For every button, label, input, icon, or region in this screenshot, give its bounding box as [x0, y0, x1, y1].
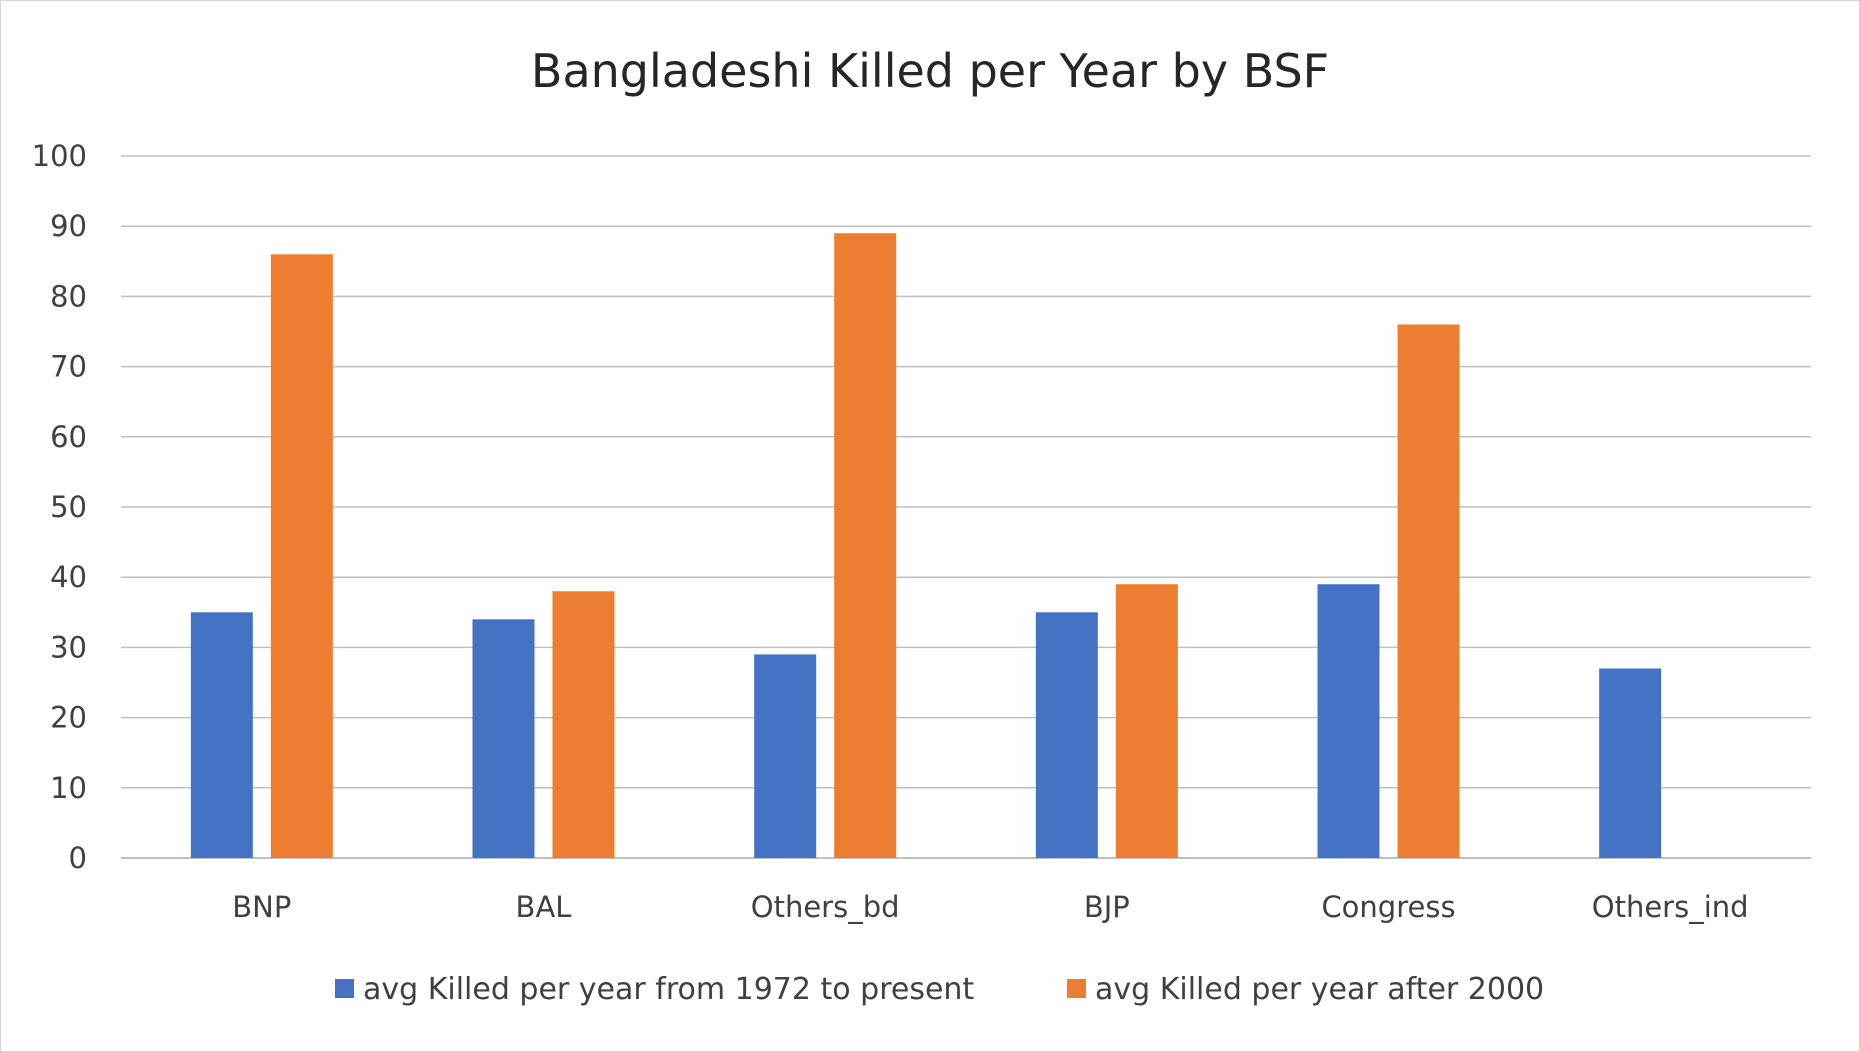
bar-bnp-series-1 — [190, 612, 253, 858]
x-tick-label: Congress — [1321, 890, 1455, 924]
bar-bal-series-1 — [472, 619, 535, 858]
legend-item: avg Killed per year after 2000 — [1067, 972, 1544, 1007]
bars — [190, 233, 1662, 859]
x-tick-label: BAL — [516, 890, 572, 924]
bar-others-bd-series-2 — [834, 233, 897, 859]
bar-bjp-series-1 — [1035, 612, 1098, 858]
x-tick-label: BJP — [1084, 890, 1130, 924]
bar-bjp-series-2 — [1115, 584, 1178, 858]
x-axis-ticks: BNP BAL Others_bd BJP Congress Others_ind — [232, 890, 1748, 924]
bar-congress-series-1 — [1317, 584, 1380, 858]
x-tick-label: Others_ind — [1592, 890, 1749, 924]
y-tick-label: 60 — [50, 420, 87, 454]
legend: avg Killed per year from 1972 to present… — [335, 972, 1544, 1007]
y-tick-label: 0 — [69, 841, 87, 875]
x-tick-label: BNP — [232, 890, 291, 924]
gridlines — [121, 155, 1811, 859]
y-tick-label: 90 — [50, 209, 87, 243]
legend-swatch — [1067, 979, 1086, 998]
y-tick-label: 100 — [32, 139, 87, 173]
y-tick-label: 40 — [50, 560, 87, 594]
y-tick-label: 10 — [50, 771, 87, 805]
y-tick-label: 70 — [50, 350, 87, 384]
y-tick-label: 80 — [50, 279, 87, 313]
chart-title: Bangladeshi Killed per Year by BSF — [531, 44, 1329, 98]
bar-others-bd-series-1 — [754, 654, 817, 858]
y-axis-ticks: 0 10 20 30 40 50 60 70 80 90 100 — [32, 139, 87, 875]
bar-others-ind-series-1 — [1599, 668, 1662, 858]
legend-label: avg Killed per year from 1972 to present — [363, 972, 974, 1007]
legend-label: avg Killed per year after 2000 — [1095, 972, 1544, 1007]
y-tick-label: 50 — [50, 490, 87, 524]
x-tick-label: Others_bd — [751, 890, 900, 924]
bar-bal-series-2 — [552, 591, 615, 858]
bar-bnp-series-2 — [270, 254, 333, 858]
legend-item: avg Killed per year from 1972 to present — [335, 972, 974, 1007]
bar-congress-series-2 — [1397, 324, 1460, 859]
y-tick-label: 20 — [50, 701, 87, 735]
y-tick-label: 30 — [50, 630, 87, 664]
legend-swatch — [335, 979, 354, 998]
